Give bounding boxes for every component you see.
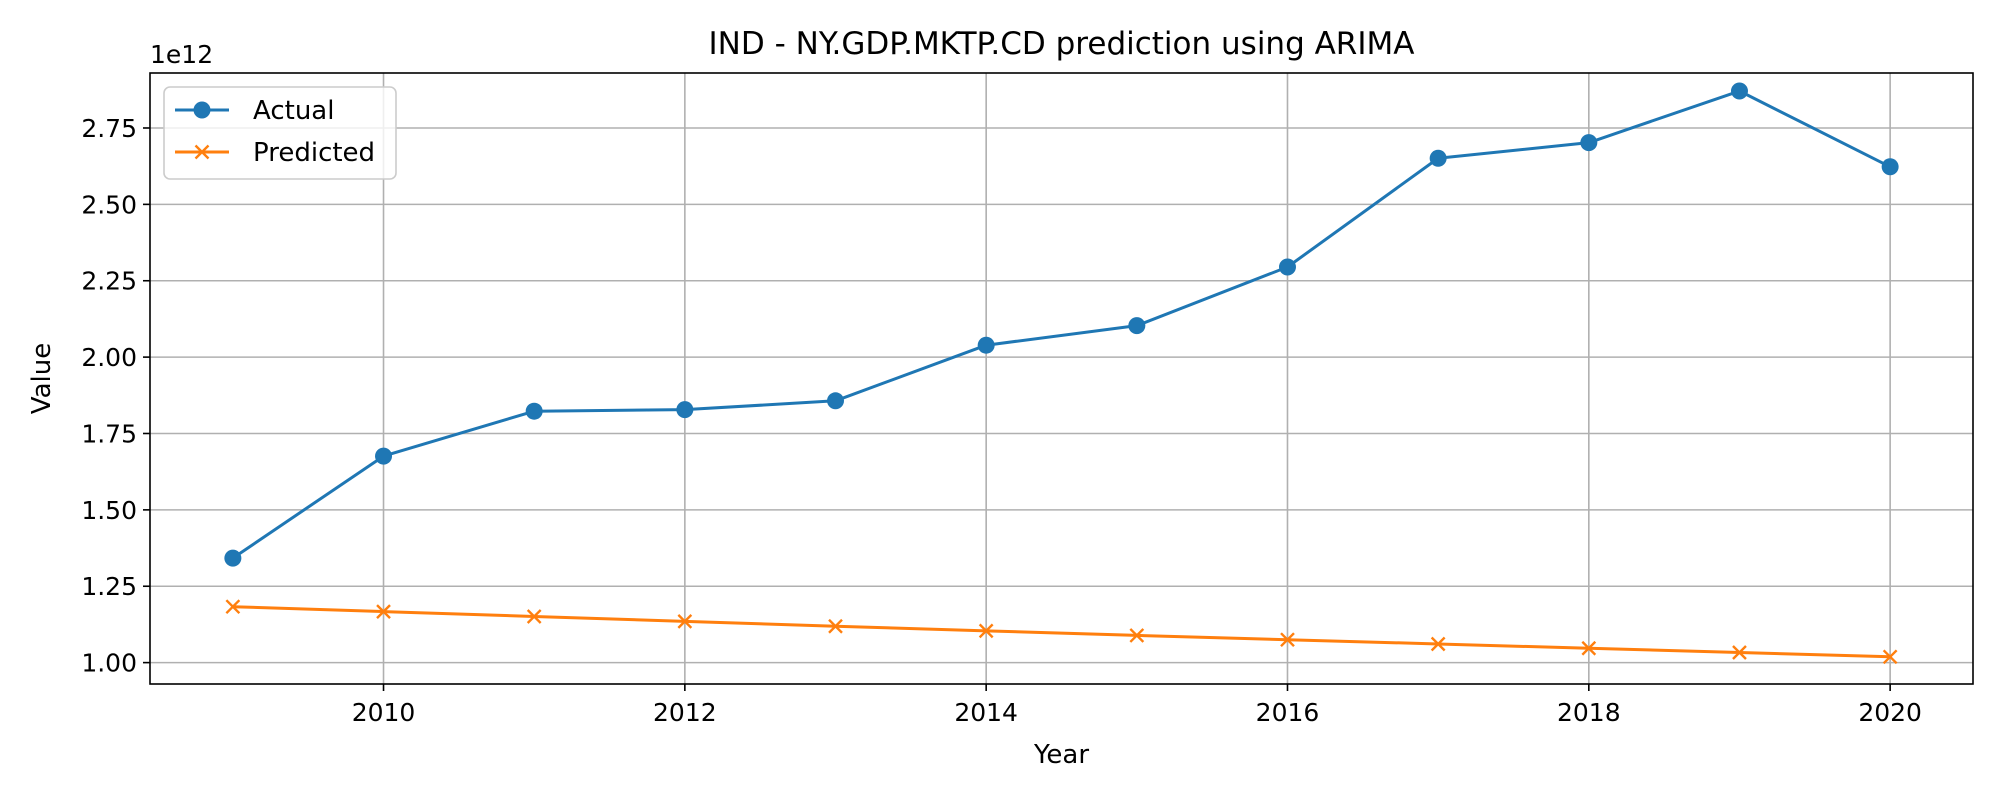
data-point-actual: [1429, 149, 1447, 167]
plot-series: [224, 82, 1899, 665]
series-line-actual: [232, 89, 1891, 560]
y-tick-label: 1.00: [81, 649, 137, 678]
data-point-predicted: [1280, 632, 1295, 648]
data-point-predicted: [1882, 649, 1898, 665]
chart-title: IND - NY.GDP.MKTP.CD prediction using AR…: [709, 26, 1415, 62]
x-tick-label: 2020: [1858, 698, 1922, 727]
data-point-actual: [1128, 317, 1146, 335]
x-tick-label: 2012: [653, 698, 717, 727]
data-point-actual: [224, 549, 242, 567]
series-line-predicted: [232, 605, 1891, 659]
y-tick-label: 1.75: [81, 419, 137, 448]
legend-marker-actual: [193, 101, 211, 119]
grid: [150, 73, 1973, 684]
x-axis-ticks: 2010 2012 2014 2016 2018 2020: [352, 684, 1922, 727]
data-point-actual: [1278, 258, 1296, 276]
data-point-actual: [1580, 134, 1598, 152]
legend-marker-predicted: [194, 144, 210, 160]
x-tick-label: 2016: [1256, 698, 1320, 727]
x-axis-label: Year: [1033, 740, 1089, 770]
data-point-actual: [375, 447, 393, 465]
data-point-predicted: [677, 614, 693, 629]
data-point-actual: [1730, 82, 1748, 100]
x-tick-label: 2010: [352, 698, 416, 727]
data-point-predicted: [376, 604, 391, 619]
data-point-actual: [977, 336, 995, 354]
y-tick-label: 2.75: [81, 114, 137, 143]
y-tick-label: 1.50: [81, 496, 137, 525]
y-tick-label: 2.00: [81, 343, 137, 372]
legend-label-actual: Actual: [253, 96, 334, 126]
y-axis-ticks: 1.00 1.25 1.50 1.75 2.00 2.25 2.50 2.75: [81, 114, 150, 678]
y-tick-label: 2.50: [81, 190, 137, 219]
data-point-predicted: [1732, 645, 1747, 660]
data-point-actual: [525, 402, 543, 420]
plot-frame: [149, 72, 1974, 685]
y-axis-label: Value: [27, 343, 57, 414]
data-point-predicted: [225, 599, 241, 615]
x-tick-label: 2018: [1557, 698, 1621, 727]
y-tick-label: 2.25: [81, 267, 137, 296]
y-axis-offset-label: 1e12: [150, 40, 213, 69]
data-point-actual: [827, 392, 845, 410]
legend-label-predicted: Predicted: [253, 138, 375, 168]
y-tick-label: 1.25: [81, 572, 137, 601]
data-point-predicted: [978, 623, 994, 639]
data-point-predicted: [828, 618, 843, 634]
data-point-predicted: [1581, 640, 1597, 656]
data-point-predicted: [526, 609, 542, 624]
x-tick-label: 2014: [954, 698, 1018, 727]
data-point-actual: [676, 401, 694, 419]
data-point-predicted: [1430, 636, 1446, 652]
data-point-actual: [1881, 158, 1899, 176]
legend: Actual Predicted: [163, 86, 397, 180]
data-point-predicted: [1129, 628, 1145, 643]
